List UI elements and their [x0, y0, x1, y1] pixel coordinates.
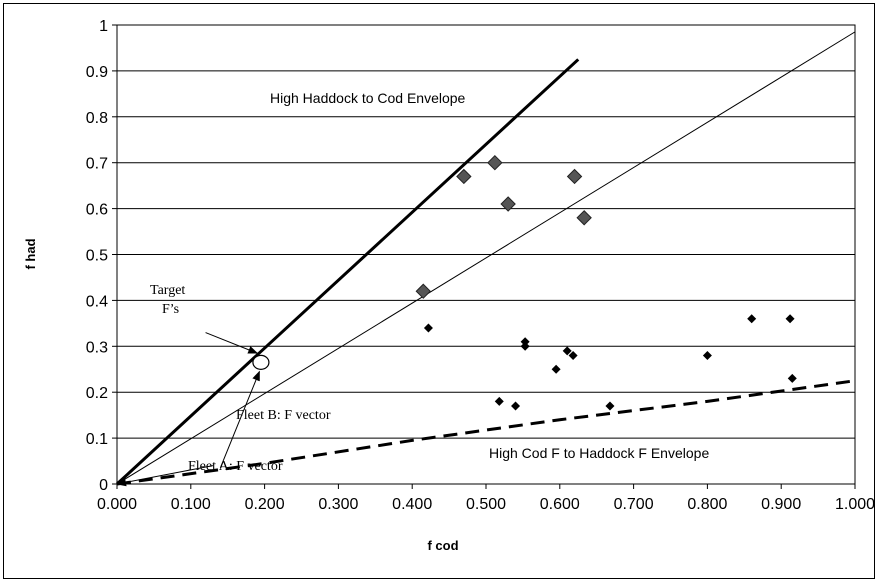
annotation-cod-envelope: High Cod F to Haddock F Envelope [489, 445, 709, 461]
y-axis-title: f had [23, 238, 38, 269]
x-tick-label: 0.900 [761, 496, 801, 513]
y-tick-label: 0.2 [86, 385, 108, 402]
small-diamond-point [520, 337, 530, 347]
annotation-target-line2: F’s [162, 302, 179, 317]
y-tick-label: 0.1 [86, 431, 108, 448]
x-tick-label: 0.000 [97, 496, 137, 513]
small-diamond-point [551, 364, 561, 374]
annotation-arrow [116, 465, 214, 487]
x-tick-label: 0.100 [171, 496, 211, 513]
high-cod-envelope-line [116, 379, 856, 486]
x-tick-label: 0.800 [687, 496, 727, 513]
small-diamond-point [605, 401, 615, 411]
x-tick-label: 0.500 [466, 496, 506, 513]
annotation-fleet-a: Fleet A: F vector [188, 459, 283, 474]
y-tick-label: 0 [99, 477, 108, 494]
target-point [252, 354, 270, 370]
y-tick-label: 0.4 [86, 293, 108, 310]
y-tick-label: 0.7 [86, 156, 108, 173]
small-diamond-point [562, 346, 572, 356]
envelope-lines [115, 31, 856, 486]
large-diamond-point [566, 168, 583, 185]
axis-ticks [112, 24, 856, 489]
chart-frame [3, 3, 875, 579]
x-tick-label: 0.300 [318, 496, 358, 513]
annotation-arrow [205, 332, 259, 354]
small-diamond-point [494, 396, 504, 406]
x-tick-label: 0.600 [540, 496, 580, 513]
x-tick-label: 1.000 [835, 496, 875, 513]
small-diamond-point [423, 323, 433, 333]
y-tick-label: 1 [99, 18, 108, 35]
annotation-target-line1: Target [150, 283, 185, 298]
x-axis-title: f cod [427, 538, 458, 553]
small-diamond-point [511, 401, 521, 411]
y-tick-label: 0.6 [86, 202, 108, 219]
small-diamond-point [702, 350, 712, 360]
annotation-arrow [219, 370, 260, 469]
annotation-arrows [116, 332, 260, 487]
small-diamond-point [787, 373, 797, 383]
large-diamond-point [456, 168, 472, 185]
grid-lines [117, 24, 855, 485]
large-diamond-point [576, 210, 592, 226]
large-diamond-point [500, 196, 516, 212]
small-diamond-point [747, 314, 757, 324]
y-tick-label: 0.3 [86, 339, 108, 356]
high-haddock-envelope-line [115, 58, 580, 486]
tick-labels: 0 0.1 0.2 0.3 0.4 0.5 0.6 0.7 0.8 0.9 1 0.000 0.100 0… [86, 18, 875, 513]
y-tick-label: 0.5 [86, 248, 108, 265]
y-tick-label: 0.8 [86, 110, 108, 127]
x-tick-label: 0.700 [614, 496, 654, 513]
y-tick-label: 0.9 [86, 64, 108, 81]
large-diamond-point [487, 154, 503, 171]
annotation-fleet-b: Fleet B: F vector [236, 408, 331, 423]
small-diamond-point [785, 314, 795, 324]
annotation-haddock-envelope: High Haddock to Cod Envelope [270, 90, 466, 106]
x-tick-label: 0.200 [245, 496, 285, 513]
reference-line [116, 31, 856, 485]
x-tick-label: 0.400 [392, 496, 432, 513]
large-diamond-point [415, 283, 431, 299]
small-diamond-point [520, 341, 530, 351]
small-diamond-point [568, 350, 578, 360]
data-points [252, 154, 797, 411]
